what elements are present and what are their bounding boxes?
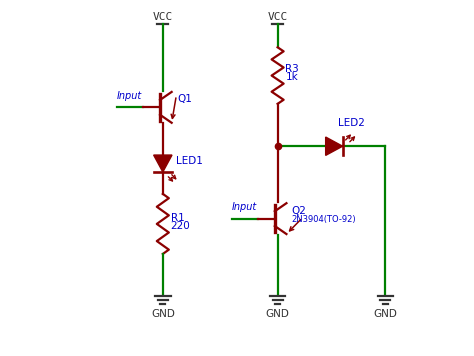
Text: Input: Input: [117, 91, 142, 101]
Text: Q2: Q2: [292, 206, 307, 216]
Text: R1: R1: [171, 213, 184, 222]
Text: Input: Input: [232, 202, 257, 212]
Text: 220: 220: [171, 221, 191, 231]
Polygon shape: [154, 155, 172, 172]
Text: GND: GND: [374, 309, 397, 319]
Text: Q1: Q1: [177, 94, 192, 104]
Text: GND: GND: [266, 309, 290, 319]
Text: VCC: VCC: [267, 11, 288, 21]
Text: 2N3904(TO-92): 2N3904(TO-92): [292, 215, 356, 224]
Text: LED2: LED2: [337, 118, 365, 128]
Text: R3: R3: [285, 64, 299, 74]
Text: VCC: VCC: [153, 11, 173, 21]
Text: 1k: 1k: [285, 72, 298, 82]
Polygon shape: [326, 137, 343, 155]
Text: GND: GND: [151, 309, 175, 319]
Text: LED1: LED1: [176, 156, 203, 166]
